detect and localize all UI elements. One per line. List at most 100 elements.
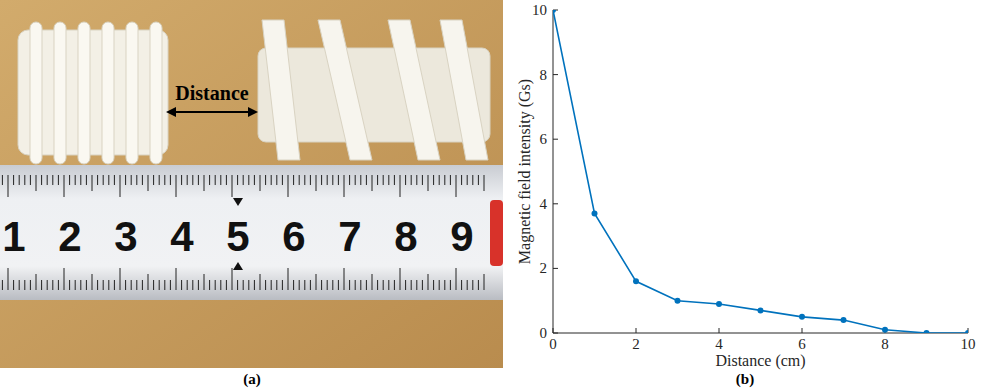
- ruler-tick: [176, 268, 177, 290]
- ruler-tick: [80, 175, 81, 185]
- ruler-tick: [170, 280, 171, 290]
- ruler-tick: [293, 175, 294, 185]
- panel-label: (b): [736, 371, 754, 388]
- photo: 123456789Distance: [0, 0, 503, 368]
- ruler-tick: [360, 280, 361, 290]
- y-tick-label: 0: [540, 325, 548, 341]
- ruler-tick: [226, 280, 227, 290]
- ruler-tick: [192, 175, 193, 185]
- ruler-tick: [299, 280, 300, 290]
- data-point: [592, 210, 598, 216]
- ruler-tick: [467, 175, 468, 185]
- ruler-tick: [349, 280, 350, 290]
- ruler-tick: [478, 175, 479, 185]
- ruler-tick: [327, 280, 328, 290]
- data-point: [758, 307, 764, 313]
- ruler-tick: [64, 268, 65, 290]
- figure: 123456789Distance(a)02468100246810Distan…: [0, 0, 991, 389]
- ruler-tick: [388, 280, 389, 290]
- ruler-tick: [260, 175, 261, 191]
- ruler-tick: [52, 280, 53, 290]
- ruler-tick: [456, 268, 457, 290]
- ruler-tick: [433, 280, 434, 290]
- ruler-tick: [383, 175, 384, 185]
- ruler-tick: [422, 280, 423, 290]
- ruler-tick: [349, 175, 350, 185]
- ruler-tick: [288, 268, 289, 290]
- x-tick: [802, 328, 803, 333]
- ruler-tick: [103, 175, 104, 185]
- ruler-tick: [260, 274, 261, 290]
- ruler-tick: [125, 175, 126, 185]
- ruler-marker: [233, 262, 243, 270]
- ruler-tick: [232, 268, 233, 290]
- ruler-tick: [388, 175, 389, 185]
- ruler-tick: [142, 280, 143, 290]
- ruler-tick: [204, 274, 205, 290]
- ruler-tick: [394, 175, 395, 185]
- x-tick-label: 10: [961, 336, 976, 352]
- ruler-number: 7: [338, 213, 361, 260]
- right-object-flight: [262, 20, 300, 160]
- right-object-flight: [318, 20, 372, 160]
- ruler-tick: [400, 268, 401, 290]
- ruler-tick: [120, 175, 121, 197]
- ruler-tick: [366, 175, 367, 185]
- ruler-tick: [416, 280, 417, 290]
- ruler-tick: [215, 280, 216, 290]
- ruler-tick: [75, 175, 76, 185]
- x-tick-label: 6: [798, 336, 806, 352]
- data-point: [799, 314, 805, 320]
- ruler-tick: [69, 280, 70, 290]
- ruler-tick: [248, 175, 249, 185]
- ruler-tick: [355, 175, 356, 185]
- y-tick: [553, 268, 558, 269]
- ruler-tick: [8, 175, 9, 197]
- ruler-tick: [316, 175, 317, 191]
- ruler-tick: [472, 175, 473, 185]
- ruler-tick: [170, 175, 171, 185]
- ruler-tick: [484, 175, 485, 191]
- ruler-marker: [233, 198, 243, 206]
- ruler-tick: [159, 280, 160, 290]
- ruler-tick: [316, 274, 317, 290]
- ruler-tick: [19, 175, 20, 185]
- left-object-rib: [102, 22, 114, 164]
- ruler-tick: [321, 175, 322, 185]
- ruler-tick: [13, 175, 14, 185]
- ruler-tick: [75, 280, 76, 290]
- ruler-tick: [332, 280, 333, 290]
- x-tick: [636, 328, 637, 333]
- ruler-tick: [131, 175, 132, 185]
- ruler-tick: [439, 175, 440, 185]
- ruler-tick: [80, 280, 81, 290]
- ruler-tick: [288, 175, 289, 197]
- ruler-tick: [444, 280, 445, 290]
- ruler-tick: [282, 175, 283, 185]
- ruler-tick: [428, 175, 429, 191]
- data-point: [882, 327, 888, 333]
- ruler-tick: [372, 274, 373, 290]
- ruler-number: 6: [282, 213, 305, 260]
- ruler-tick: [377, 175, 378, 185]
- ruler-tick: [293, 280, 294, 290]
- ruler-tick: [321, 280, 322, 290]
- ruler-tick: [92, 175, 93, 191]
- ruler-tick: [176, 175, 177, 197]
- right-object-flight: [388, 20, 440, 160]
- x-axis: [553, 333, 968, 334]
- ruler-tick: [265, 280, 266, 290]
- ruler-tick: [310, 175, 311, 185]
- ruler-tick: [181, 175, 182, 185]
- ruler-tick: [41, 280, 42, 290]
- y-tick-label: 2: [540, 260, 548, 276]
- ruler-tick: [265, 175, 266, 185]
- ruler-tick: [243, 175, 244, 185]
- ruler-number: 3: [114, 213, 137, 260]
- ruler-number: 5: [226, 213, 249, 260]
- ruler-tick: [64, 175, 65, 197]
- ruler-tick: [92, 274, 93, 290]
- plot-data: [553, 10, 968, 333]
- x-tick: [553, 328, 554, 333]
- ruler-tick: [215, 175, 216, 185]
